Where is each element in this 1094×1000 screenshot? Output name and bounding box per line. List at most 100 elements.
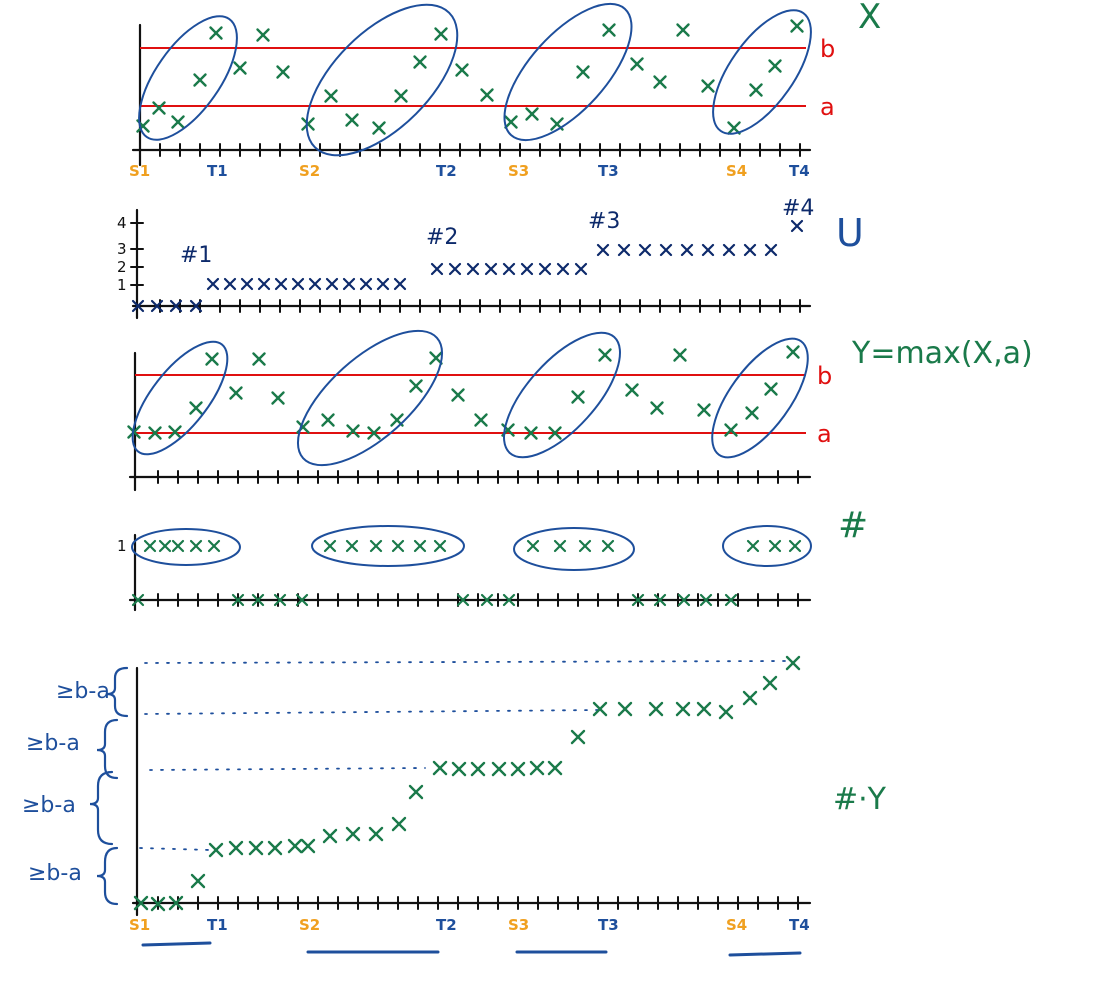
data-mark bbox=[148, 426, 162, 440]
data-mark bbox=[653, 593, 667, 607]
u-y-tick-label: 1 bbox=[117, 276, 127, 294]
data-mark bbox=[345, 113, 359, 127]
time-mark-s1: S1 bbox=[129, 916, 150, 934]
panel-u-title: U bbox=[836, 211, 864, 255]
u-y-tick-label: 4 bbox=[117, 214, 127, 232]
data-mark bbox=[369, 539, 383, 553]
data-mark bbox=[413, 539, 427, 553]
panel-y-title: Y=max(X,a) bbox=[851, 336, 1033, 371]
data-mark bbox=[189, 401, 203, 415]
data-mark bbox=[790, 19, 804, 33]
data-mark bbox=[696, 701, 712, 717]
data-mark bbox=[267, 840, 283, 856]
data-mark bbox=[556, 262, 570, 276]
data-mark bbox=[602, 23, 616, 37]
data-mark bbox=[372, 121, 386, 135]
data-mark bbox=[786, 345, 800, 359]
panel-u-y-labels: 123 4 bbox=[117, 214, 144, 294]
data-mark bbox=[150, 299, 164, 313]
data-mark bbox=[207, 539, 221, 553]
data-mark bbox=[322, 828, 338, 844]
data-mark bbox=[133, 895, 149, 911]
time-mark-t3: T3 bbox=[598, 162, 619, 180]
data-mark bbox=[675, 701, 691, 717]
data-mark bbox=[430, 262, 444, 276]
data-mark bbox=[768, 59, 782, 73]
brace-label-2: ≥b-a bbox=[26, 731, 80, 756]
data-mark bbox=[659, 243, 673, 257]
data-mark bbox=[727, 121, 741, 135]
brace-label-4: ≥b-a bbox=[28, 861, 82, 886]
data-mark bbox=[596, 243, 610, 257]
time-mark-t3: T3 bbox=[598, 916, 619, 934]
data-mark bbox=[391, 816, 407, 832]
panel-y: b a Y=max(X,a) bbox=[127, 329, 1033, 492]
time-mark-s4: S4 bbox=[726, 162, 747, 180]
time-mark-t4: T4 bbox=[789, 916, 810, 934]
data-mark bbox=[746, 539, 760, 553]
data-mark bbox=[455, 63, 469, 77]
time-mark-t2: T2 bbox=[436, 916, 457, 934]
data-mark bbox=[248, 840, 264, 856]
data-mark bbox=[308, 277, 322, 291]
panel-indicator-title: # bbox=[838, 505, 868, 546]
data-mark bbox=[193, 73, 207, 87]
data-mark bbox=[631, 593, 645, 607]
brace-label-3: ≥b-a bbox=[22, 793, 76, 818]
panel-indicator-points bbox=[131, 539, 802, 607]
data-mark bbox=[233, 61, 247, 75]
time-mark-t1: T1 bbox=[207, 916, 228, 934]
panel-indicator-one-label: 1 bbox=[117, 537, 127, 555]
brace-label-1: ≥b-a bbox=[56, 679, 110, 704]
data-mark bbox=[393, 277, 407, 291]
data-mark bbox=[768, 539, 782, 553]
data-mark bbox=[150, 896, 166, 912]
data-mark bbox=[743, 243, 757, 257]
data-mark bbox=[547, 760, 563, 776]
data-mark bbox=[206, 277, 220, 291]
data-mark bbox=[553, 539, 567, 553]
data-mark bbox=[367, 426, 381, 440]
data-mark bbox=[433, 539, 447, 553]
time-mark-s3: S3 bbox=[508, 162, 529, 180]
data-mark bbox=[131, 299, 145, 313]
panel-hy: ≥b-a ≥b-a ≥b-a ≥b-a #·Y S1 T1 S2 T2 S3 T3 S4 T4 bbox=[22, 655, 887, 957]
data-mark bbox=[451, 761, 467, 777]
panel-hy-points bbox=[133, 655, 801, 912]
data-mark bbox=[205, 352, 219, 366]
data-mark bbox=[434, 27, 448, 41]
data-mark bbox=[256, 28, 270, 42]
data-mark bbox=[764, 382, 778, 396]
data-mark bbox=[466, 262, 480, 276]
data-mark bbox=[321, 413, 335, 427]
data-mark bbox=[432, 760, 448, 776]
data-mark bbox=[171, 115, 185, 129]
data-mark bbox=[168, 425, 182, 439]
data-mark bbox=[617, 701, 633, 717]
data-mark bbox=[274, 277, 288, 291]
data-mark bbox=[578, 539, 592, 553]
data-mark bbox=[171, 539, 185, 553]
data-mark bbox=[276, 65, 290, 79]
data-mark bbox=[529, 760, 545, 776]
data-mark bbox=[131, 593, 145, 607]
data-mark bbox=[409, 379, 423, 393]
crossing-count-label: #4 bbox=[782, 196, 814, 221]
panel-hy-underlines bbox=[141, 941, 802, 957]
panel-y-points bbox=[127, 345, 800, 440]
u-y-tick-label: 3 bbox=[117, 240, 127, 258]
data-mark bbox=[190, 873, 206, 889]
data-mark bbox=[491, 761, 507, 777]
data-mark bbox=[576, 65, 590, 79]
time-mark-s3: S3 bbox=[508, 916, 529, 934]
data-mark bbox=[189, 299, 203, 313]
data-mark bbox=[638, 243, 652, 257]
data-mark bbox=[718, 704, 734, 720]
data-mark bbox=[368, 826, 384, 842]
data-mark bbox=[448, 262, 462, 276]
panel-hy-braces bbox=[89, 666, 129, 906]
data-mark bbox=[650, 401, 664, 415]
panel-x-a-label: a bbox=[820, 93, 835, 121]
data-mark bbox=[510, 761, 526, 777]
